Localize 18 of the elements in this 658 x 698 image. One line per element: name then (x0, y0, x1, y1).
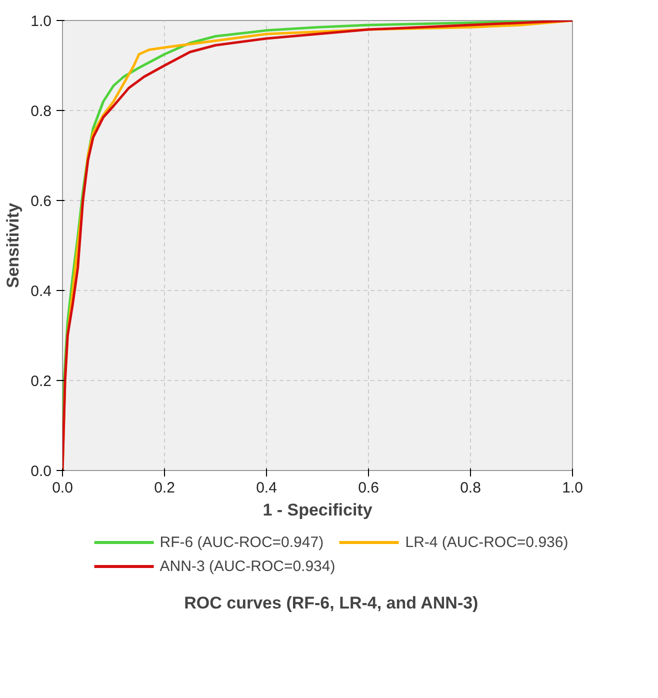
legend-label: LR-4 (AUC-ROC=0.936) (405, 534, 568, 550)
y-tick-label: 0.6 (30, 193, 52, 210)
y-tick-label: 0.2 (30, 373, 52, 390)
x-tick-label: 1.0 (562, 480, 583, 496)
x-tick-label: 0.0 (52, 480, 73, 496)
x-tick-label: 0.6 (358, 480, 379, 496)
y-axis-title: Sensitivity (4, 202, 23, 288)
y-tick-label: 0.8 (30, 103, 52, 120)
y-tick-label: 0.0 (30, 463, 52, 480)
y-tick-label: 1.0 (30, 13, 52, 30)
x-tick-label: 0.2 (154, 480, 175, 496)
x-tick-label: 0.4 (256, 480, 277, 496)
legend-label: RF-6 (AUC-ROC=0.947) (160, 534, 324, 550)
x-tick-label: 0.8 (460, 480, 481, 496)
legend-label: ANN-3 (AUC-ROC=0.934) (160, 558, 336, 574)
text: ROC curves (RF-6, LR-4, and ANN-3) (184, 594, 478, 612)
y-tick-label: 0.4 (30, 283, 52, 300)
x-axis-title: 1 - Specificity (262, 500, 373, 520)
